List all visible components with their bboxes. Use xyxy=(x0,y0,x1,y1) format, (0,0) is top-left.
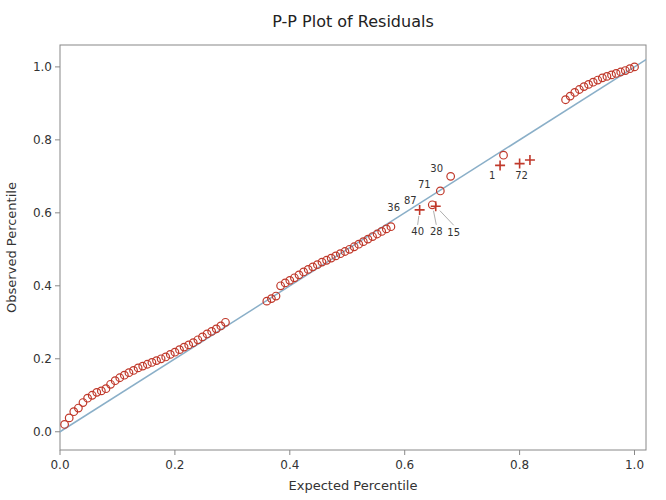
annotation-leader xyxy=(433,211,436,225)
circle-point xyxy=(222,318,230,326)
circle-point xyxy=(631,63,639,71)
y-tick-label: 1.0 xyxy=(33,60,52,74)
circle-point xyxy=(341,248,349,256)
reference-line xyxy=(60,49,646,450)
circle-point xyxy=(102,385,110,393)
circle-point xyxy=(93,389,101,397)
x-tick-label: 0.2 xyxy=(165,458,184,472)
circle-point xyxy=(617,68,625,76)
annotation: 1 xyxy=(489,170,495,181)
x-tick xyxy=(519,450,520,455)
annotation: 87 xyxy=(404,195,417,206)
y-tick-label: 0.6 xyxy=(33,206,52,220)
circle-point xyxy=(589,78,597,86)
circle-point xyxy=(157,355,165,363)
circle-point xyxy=(337,250,345,258)
annotation: 72 xyxy=(515,170,528,181)
circle-point xyxy=(148,359,156,367)
x-tick-label: 0.8 xyxy=(510,458,529,472)
cross-point xyxy=(515,159,525,169)
cross-point xyxy=(415,205,425,215)
x-tick-label: 1.0 xyxy=(625,458,644,472)
y-tick xyxy=(55,431,60,432)
annotation: 15 xyxy=(447,227,460,238)
x-tick-label: 0.6 xyxy=(395,458,414,472)
circle-point xyxy=(134,364,142,372)
x-axis-label: Expected Percentile xyxy=(289,478,418,493)
annotation: 36 xyxy=(387,202,400,213)
y-tick xyxy=(55,66,60,67)
x-tick xyxy=(634,450,635,455)
circle-point xyxy=(580,83,588,91)
x-tick xyxy=(174,450,175,455)
circle-point xyxy=(125,369,133,377)
y-tick-label: 0.8 xyxy=(33,133,52,147)
circle-point xyxy=(383,225,391,233)
circle-point xyxy=(185,341,193,349)
x-tick-label: 0.4 xyxy=(280,458,299,472)
x-tick xyxy=(404,450,405,455)
y-tick xyxy=(55,285,60,286)
circle-point xyxy=(387,223,395,231)
circle-point xyxy=(323,256,331,264)
circle-point xyxy=(603,73,611,81)
annotation: 28 xyxy=(430,226,443,237)
circle-point xyxy=(98,387,106,395)
circle-point xyxy=(500,151,508,159)
circle-point xyxy=(608,71,616,79)
circle-point xyxy=(180,343,188,351)
data-group xyxy=(60,49,646,450)
circle-point xyxy=(599,74,607,82)
x-tick-label: 0.0 xyxy=(50,458,69,472)
x-tick xyxy=(289,450,290,455)
y-tick-label: 0.4 xyxy=(33,279,52,293)
circle-point xyxy=(594,76,602,84)
y-tick xyxy=(55,358,60,359)
circle-point xyxy=(622,67,630,75)
circle-point xyxy=(144,360,152,368)
plot-frame xyxy=(60,45,646,450)
cross-point xyxy=(431,201,441,211)
y-tick-label: 0.0 xyxy=(33,425,52,439)
circle-point xyxy=(626,65,634,73)
circle-point xyxy=(318,258,326,266)
circle-point xyxy=(79,399,87,407)
circle-point xyxy=(332,252,340,260)
circle-point xyxy=(139,362,147,370)
circle-point xyxy=(585,81,593,89)
y-tick-label: 0.2 xyxy=(33,352,52,366)
circle-point xyxy=(167,351,175,359)
cross-point xyxy=(525,155,535,165)
annotations: 30 7187 36 28 15 40 1 72 xyxy=(387,163,528,238)
circle-point xyxy=(272,292,280,300)
y-tick xyxy=(55,139,60,140)
annotation: 71 xyxy=(418,179,431,190)
circle-point xyxy=(437,187,445,195)
annotation-leader xyxy=(418,216,419,225)
x-tick xyxy=(60,450,61,455)
circle-point xyxy=(309,263,317,271)
circle-point xyxy=(153,357,161,365)
annotation-leader xyxy=(440,211,454,226)
cross-point xyxy=(495,160,505,170)
y-tick xyxy=(55,212,60,213)
annotation: 30 xyxy=(430,163,443,174)
circle-point xyxy=(447,173,455,181)
circle-point xyxy=(327,254,335,262)
y-axis-label: Observed Percentile xyxy=(4,182,19,313)
chart: 0.0 0.2 0.4 0.6 0.8 1.0 0.0 0.2 0.4 0.6 0.8 1.0 30 71… xyxy=(0,0,666,500)
annotation: 40 xyxy=(411,226,424,237)
title: P-P Plot of Residuals xyxy=(272,12,433,31)
circle-point xyxy=(612,70,620,78)
